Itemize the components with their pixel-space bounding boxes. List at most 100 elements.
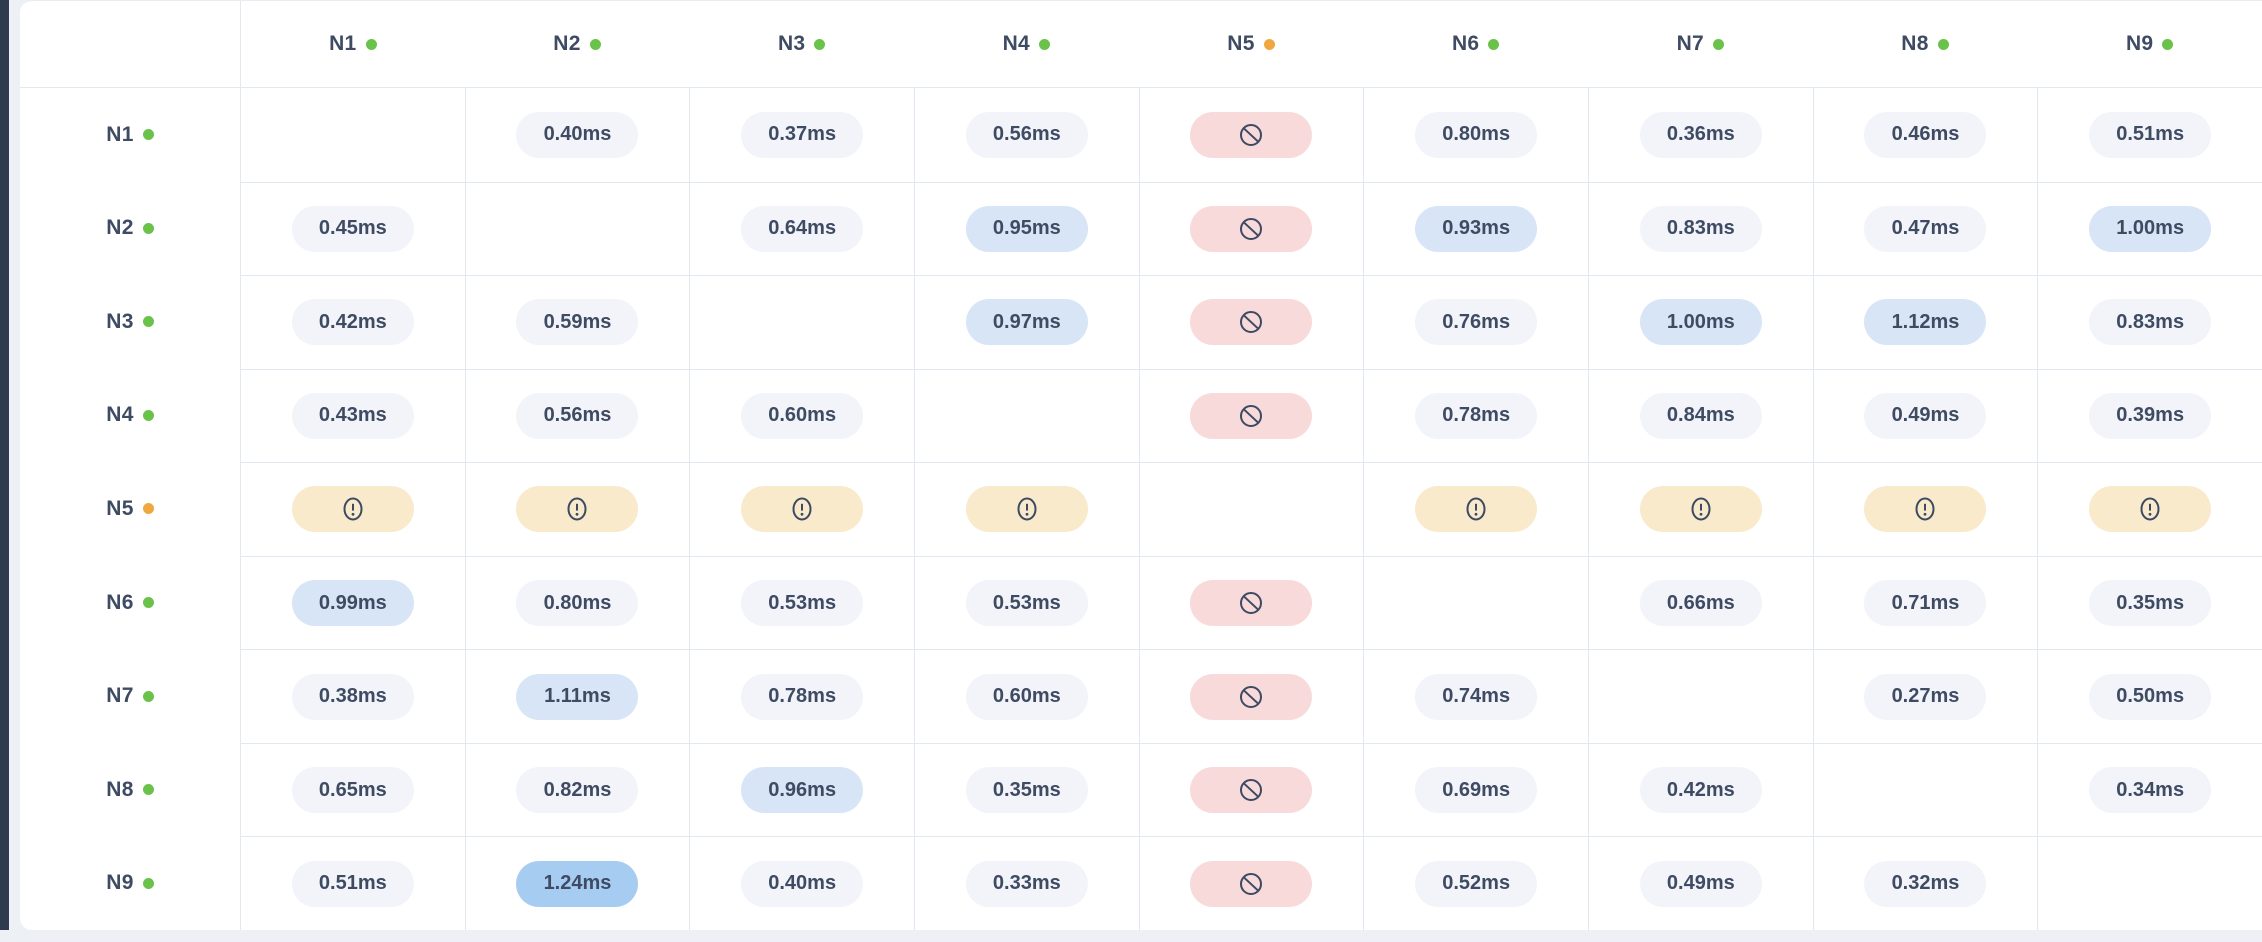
col-header-N5-label: N5 bbox=[1227, 32, 1255, 55]
latency-badge: 0.53ms bbox=[741, 580, 864, 627]
latency-badge: 0.69ms bbox=[1415, 767, 1538, 814]
col-header-N5: N5 bbox=[1138, 1, 1364, 88]
row-label-N6: N6 bbox=[20, 556, 240, 650]
col-header-N7-label: N7 bbox=[1676, 32, 1705, 55]
no-entry-icon bbox=[1238, 590, 1264, 616]
cell-N9-N6: 0.52ms bbox=[1363, 836, 1588, 930]
cell-N3-N3 bbox=[689, 275, 914, 369]
cell-N4-N3: 0.60ms bbox=[689, 368, 914, 463]
row-label-N3-label: N3 bbox=[106, 309, 134, 333]
warning-badge bbox=[965, 486, 1088, 533]
latency-badge: 0.53ms bbox=[965, 580, 1088, 627]
latency-badge: 0.56ms bbox=[965, 111, 1088, 158]
latency-badge: 1.00ms bbox=[1639, 299, 1762, 346]
latency-badge: 1.11ms bbox=[516, 673, 639, 720]
blocked-badge bbox=[1190, 767, 1313, 814]
blocked-badge bbox=[1190, 205, 1313, 252]
alert-icon bbox=[1912, 495, 1938, 523]
col-header-N9: N9 bbox=[2037, 1, 2262, 88]
latency-badge: 0.35ms bbox=[2089, 580, 2212, 627]
cell-N7-N5 bbox=[1138, 649, 1364, 743]
latency-badge: 0.42ms bbox=[1639, 767, 1762, 814]
latency-badge: 0.66ms bbox=[1639, 580, 1762, 627]
latency-badge: 0.45ms bbox=[291, 205, 414, 252]
latency-badge: 0.32ms bbox=[1864, 860, 1987, 907]
latency-badge: 0.82ms bbox=[516, 767, 639, 814]
alert-icon bbox=[2137, 495, 2163, 523]
status-dot-online bbox=[142, 597, 154, 609]
cell-N2-N9: 1.00ms bbox=[2037, 181, 2262, 276]
cell-N3-N2: 0.59ms bbox=[464, 275, 690, 369]
status-dot-online bbox=[142, 784, 154, 796]
cell-N4-N2: 0.56ms bbox=[464, 368, 690, 463]
blocked-badge bbox=[1190, 580, 1313, 627]
row-label-N9: N9 bbox=[20, 836, 240, 930]
latency-badge: 0.99ms bbox=[291, 580, 414, 627]
warning-badge bbox=[1864, 486, 1987, 533]
cell-N5-N8 bbox=[1812, 462, 2038, 556]
latency-badge: 0.36ms bbox=[1639, 111, 1762, 158]
cell-N2-N1: 0.45ms bbox=[240, 181, 465, 276]
latency-badge: 0.96ms bbox=[741, 767, 864, 814]
cell-N1-N9: 0.51ms bbox=[2037, 88, 2262, 182]
cell-N5-N2 bbox=[464, 462, 690, 556]
alert-icon bbox=[1014, 495, 1040, 523]
cell-N2-N4: 0.95ms bbox=[914, 181, 1139, 276]
sidebar-edge bbox=[0, 0, 9, 930]
row-label-N5: N5 bbox=[20, 462, 240, 556]
blocked-badge bbox=[1190, 673, 1313, 720]
latency-badge: 0.43ms bbox=[291, 392, 414, 439]
warning-badge bbox=[516, 486, 639, 533]
latency-badge: 0.59ms bbox=[516, 299, 639, 346]
blocked-badge bbox=[1190, 860, 1313, 907]
latency-badge: 0.56ms bbox=[516, 392, 639, 439]
latency-badge: 0.80ms bbox=[516, 580, 639, 627]
row-label-N2-label: N2 bbox=[106, 216, 134, 240]
col-header-N3: N3 bbox=[689, 1, 914, 88]
latency-badge: 0.71ms bbox=[1864, 580, 1987, 627]
cell-N4-N5 bbox=[1138, 368, 1364, 463]
row-label-N8: N8 bbox=[20, 743, 240, 837]
latency-badge: 0.84ms bbox=[1639, 392, 1762, 439]
cell-N6-N6 bbox=[1363, 555, 1588, 650]
cell-N8-N4: 0.35ms bbox=[914, 742, 1139, 837]
cell-N6-N7: 0.66ms bbox=[1588, 555, 1813, 650]
row-label-N9-label: N9 bbox=[106, 871, 134, 895]
latency-badge: 0.60ms bbox=[741, 392, 864, 439]
status-dot-online bbox=[1039, 38, 1051, 50]
col-header-N6-label: N6 bbox=[1451, 32, 1480, 55]
latency-badge: 0.42ms bbox=[291, 299, 414, 346]
col-header-N2-label: N2 bbox=[553, 32, 581, 55]
row-label-N2: N2 bbox=[20, 182, 240, 276]
cell-N3-N1: 0.42ms bbox=[240, 275, 465, 369]
cell-N5-N3 bbox=[689, 462, 914, 556]
no-entry-icon bbox=[1238, 403, 1264, 429]
row-label-N5-label: N5 bbox=[106, 496, 134, 520]
status-dot-online bbox=[1937, 38, 1949, 50]
cell-N1-N3: 0.37ms bbox=[689, 88, 914, 182]
col-header-N3-label: N3 bbox=[777, 32, 806, 55]
status-dot-online bbox=[589, 38, 601, 50]
status-dot-degraded bbox=[142, 503, 154, 515]
cell-N2-N8: 0.47ms bbox=[1812, 181, 2038, 276]
blocked-badge bbox=[1190, 299, 1313, 346]
latency-badge: 0.97ms bbox=[965, 299, 1088, 346]
no-entry-icon bbox=[1238, 777, 1264, 803]
col-header-N9-label: N9 bbox=[2125, 32, 2154, 55]
row-label-N8-label: N8 bbox=[106, 777, 134, 801]
row-label-N1-label: N1 bbox=[106, 122, 134, 146]
status-dot-online bbox=[142, 877, 154, 889]
col-header-N4: N4 bbox=[914, 1, 1139, 88]
col-header-N1: N1 bbox=[240, 1, 465, 88]
cell-N4-N8: 0.49ms bbox=[1812, 368, 2038, 463]
cell-N7-N7 bbox=[1588, 649, 1813, 743]
latency-badge: 0.47ms bbox=[1864, 205, 1987, 252]
cell-N4-N6: 0.78ms bbox=[1363, 368, 1588, 463]
cell-N9-N8: 0.32ms bbox=[1812, 836, 2038, 930]
latency-badge: 0.40ms bbox=[741, 860, 864, 907]
latency-badge: 0.80ms bbox=[1415, 111, 1538, 158]
warning-badge bbox=[1639, 486, 1762, 533]
cell-N7-N2: 1.11ms bbox=[464, 649, 690, 743]
latency-badge: 1.00ms bbox=[2089, 205, 2212, 252]
alert-icon bbox=[564, 495, 590, 523]
